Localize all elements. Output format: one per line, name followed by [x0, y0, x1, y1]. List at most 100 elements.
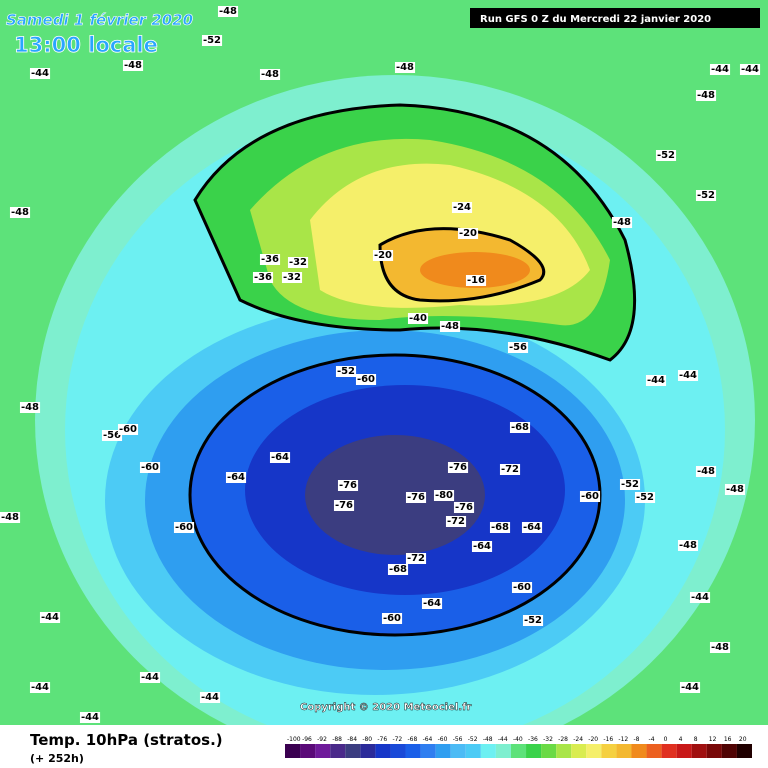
color-cell: [676, 744, 692, 758]
color-cell: [571, 744, 587, 758]
label-bg: [269, 452, 291, 463]
time: 13:00 locale: [14, 33, 158, 57]
label-bg: [173, 522, 195, 533]
colorbar-label: -20: [588, 736, 598, 743]
color-cell: [526, 744, 542, 758]
colorbar-label: -40: [513, 736, 523, 743]
label-bg: [645, 375, 667, 386]
contour-label: -52: [636, 492, 654, 503]
contour-label: -76: [407, 492, 425, 503]
label-bg: [259, 254, 281, 265]
color-cell: [736, 744, 752, 758]
copyright: Copyright © 2020 Meteociel.fr: [300, 702, 471, 713]
label-bg: [724, 484, 746, 495]
label-bg: [679, 682, 701, 693]
color-cell: [616, 744, 632, 758]
date: Samedi 1 février 2020: [6, 11, 193, 29]
label-bg: [695, 466, 717, 477]
contour-label: -44: [711, 64, 729, 75]
color-cell: [450, 744, 466, 758]
label-bg: [471, 541, 493, 552]
contour-label: -60: [175, 522, 193, 533]
contour-label: -44: [141, 672, 159, 683]
label-bg: [489, 522, 511, 533]
colorbar-label: -56: [453, 736, 463, 743]
contour-label: -48: [21, 402, 39, 413]
label-bg: [19, 402, 41, 413]
label-bg: [29, 682, 51, 693]
label-bg: [29, 68, 51, 79]
label-bg: [405, 553, 427, 564]
contour-label: -48: [613, 217, 631, 228]
label-bg: [287, 257, 309, 268]
label-bg: [9, 207, 31, 218]
color-cell: [375, 744, 391, 758]
label-bg: [139, 462, 161, 473]
contour-label: -68: [491, 522, 509, 533]
color-cell: [495, 744, 511, 758]
contour-label: -44: [41, 612, 59, 623]
colorbar-label: -96: [302, 736, 312, 743]
label-bg: [695, 190, 717, 201]
legend-title: Temp. 10hPa (stratos.): [30, 731, 223, 749]
zone: [420, 252, 530, 288]
label-bg: [509, 422, 531, 433]
contour-label: -52: [657, 150, 675, 161]
label-bg: [281, 272, 303, 283]
label-bg: [739, 64, 761, 75]
contour-label: -56: [103, 430, 121, 441]
color-cell: [315, 744, 331, 758]
color-cell: [661, 744, 677, 758]
contour-label: -44: [691, 592, 709, 603]
contour-label: -76: [335, 500, 353, 511]
zone: [305, 435, 485, 555]
label-bg: [677, 370, 699, 381]
label-bg: [79, 712, 101, 723]
label-bg: [0, 512, 21, 523]
label-bg: [499, 464, 521, 475]
contour-label: -52: [203, 35, 221, 46]
colorbar-label: -80: [362, 736, 372, 743]
label-bg: [521, 522, 543, 533]
label-bg: [457, 228, 479, 239]
colorbar-label: -44: [498, 736, 508, 743]
contour-label: -20: [374, 250, 392, 261]
label-bg: [619, 479, 641, 490]
contour-label: -48: [711, 642, 729, 653]
label-bg: [695, 90, 717, 101]
color-cell: [435, 744, 451, 758]
contour-label: -48: [726, 484, 744, 495]
color-cell: [721, 744, 737, 758]
label-bg: [407, 313, 429, 324]
contour-label: -52: [697, 190, 715, 201]
label-bg: [372, 250, 394, 261]
colorbar-label: -36: [528, 736, 538, 743]
colorbar-label: 8: [694, 736, 698, 743]
label-bg: [445, 516, 467, 527]
contour-label: -64: [423, 598, 441, 609]
contour-label: -52: [337, 366, 355, 377]
contour-label: -48: [441, 321, 459, 332]
contour-label: -48: [124, 60, 142, 71]
contour-label: -32: [283, 272, 301, 283]
colorbar-label: -72: [392, 736, 402, 743]
label-bg: [201, 35, 223, 46]
label-bg: [335, 366, 357, 377]
contour-label: -48: [697, 466, 715, 477]
color-cell: [510, 744, 527, 758]
label-bg: [394, 62, 416, 73]
color-cell: [330, 744, 346, 758]
colorbar-label: -64: [423, 736, 433, 743]
contour-label: -44: [679, 370, 697, 381]
colorbar-label: -92: [317, 736, 327, 743]
label-bg: [405, 492, 427, 503]
colorbar-label: -52: [468, 736, 478, 743]
colorbar-label: 0: [664, 736, 668, 743]
colorbar-label: -48: [483, 736, 493, 743]
label-bg: [421, 598, 443, 609]
contour-label: -24: [453, 202, 471, 213]
contour-label: -72: [407, 553, 425, 564]
contour-label: -72: [447, 516, 465, 527]
label-bg: [217, 6, 239, 17]
